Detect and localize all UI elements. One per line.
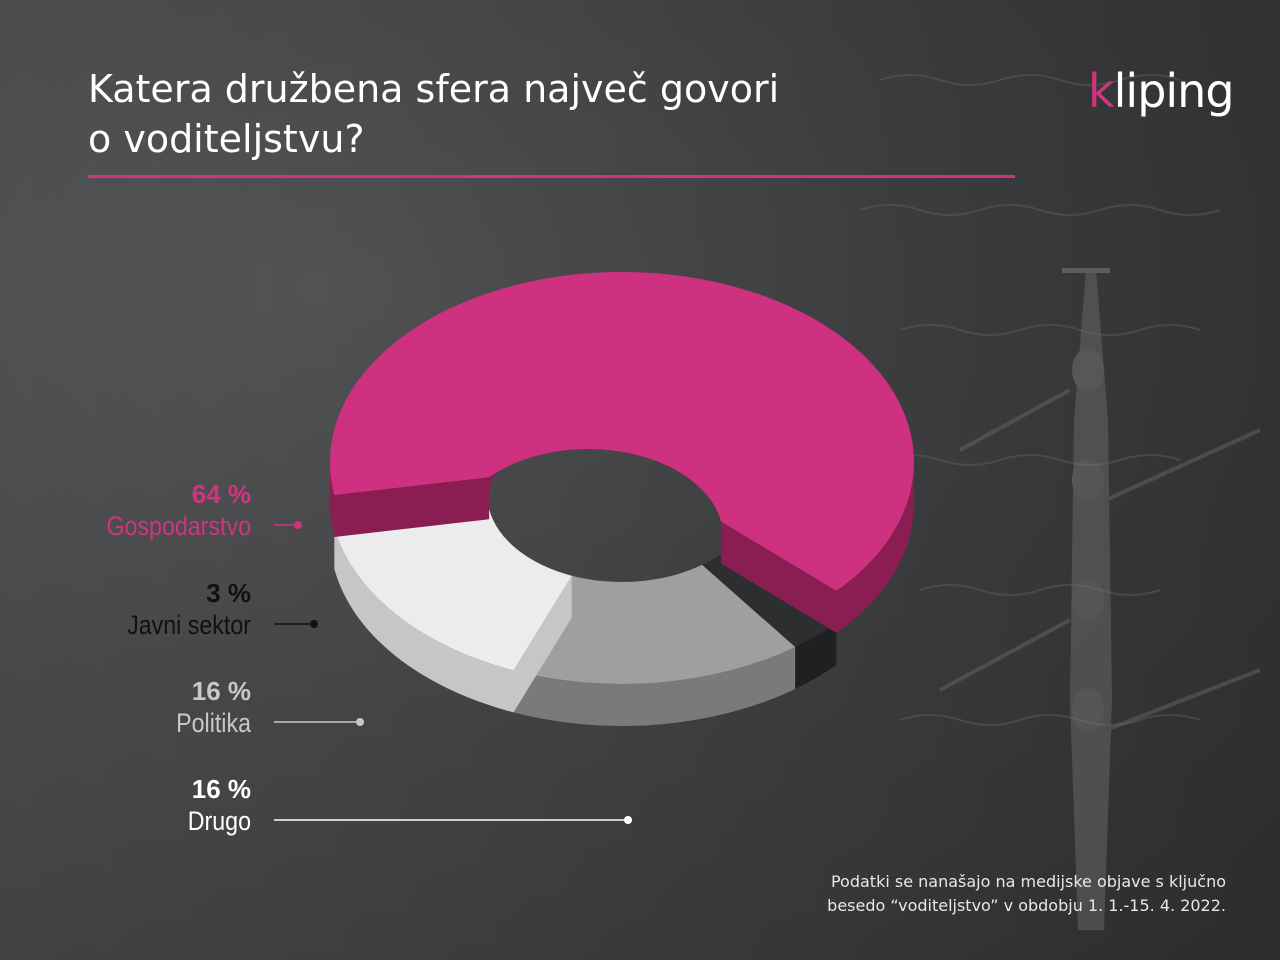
page-title: Katera družbena sfera največ govori o vo… [88, 64, 888, 164]
title-underline [88, 175, 1015, 178]
value-label-gospodarstvo: 64 % [192, 479, 251, 509]
value-label-politika: 16 % [192, 676, 251, 706]
slice-drugo [334, 509, 572, 713]
category-label-javni-sektor: Javni sektor [127, 610, 251, 640]
category-label-politika: Politika [176, 708, 251, 738]
value-label-javni-sektor: 3 % [206, 578, 251, 608]
rowing-boat-decoration [939, 268, 1261, 930]
title-line-1: Katera družbena sfera največ govori [88, 67, 780, 111]
category-label-gospodarstvo: Gospodarstvo [106, 511, 251, 541]
footnote-line-2: besedo “voditeljstvo” v obdobju 1. 1.-15… [827, 896, 1226, 915]
footnote: Podatki se nanašajo na medijske objave s… [706, 870, 1226, 918]
footnote-line-1: Podatki se nanašajo na medijske objave s… [830, 872, 1226, 891]
leader-dot-javni-sektor [310, 620, 318, 628]
logo-initial: k [1088, 64, 1115, 118]
title-line-2: o voditeljstvu? [88, 117, 365, 161]
leader-dot-drugo [624, 816, 632, 824]
value-label-drugo: 16 % [192, 774, 251, 804]
leader-dot-politika [356, 718, 364, 726]
category-label-drugo: Drugo [188, 806, 251, 836]
leader-dot-gospodarstvo [294, 521, 302, 529]
kliping-logo: kliping [1088, 60, 1235, 122]
logo-rest: liping [1113, 64, 1235, 118]
slice-gospodarstvo [329, 272, 914, 633]
